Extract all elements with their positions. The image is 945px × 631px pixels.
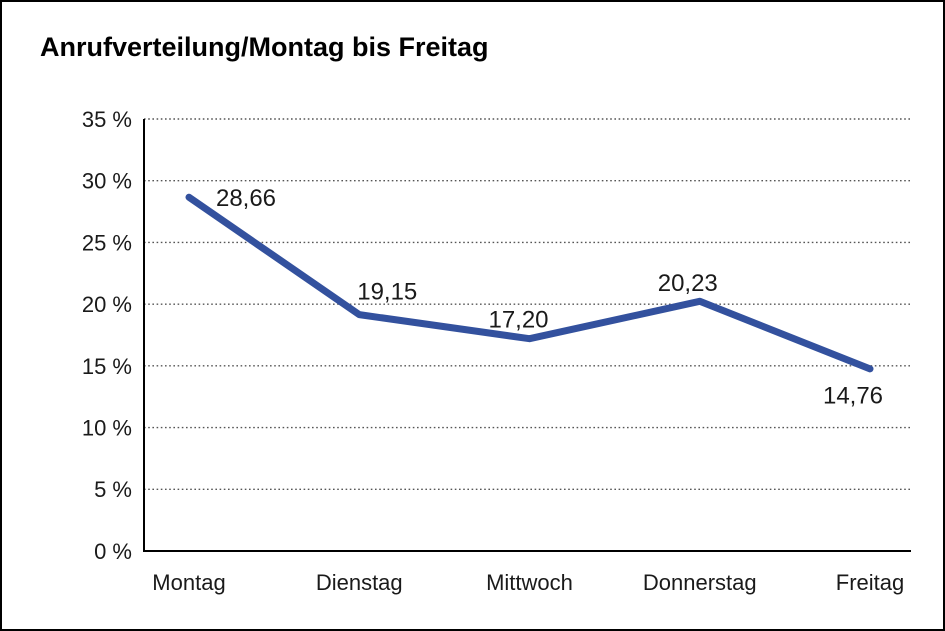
y-tick-label: 35 % [82, 107, 132, 132]
y-tick-label: 10 % [82, 415, 132, 440]
x-category-label: Montag [152, 570, 225, 595]
x-category-label: Dienstag [316, 570, 403, 595]
y-tick-label: 15 % [82, 354, 132, 379]
chart-title: Anrufverteilung/Montag bis Freitag [40, 32, 489, 62]
x-category-label: Mittwoch [486, 570, 573, 595]
data-value-label: 20,23 [658, 270, 718, 297]
data-line [185, 193, 874, 373]
x-category-label: Donnerstag [643, 570, 757, 595]
y-tick-label: 25 % [82, 230, 132, 255]
data-value-label: 14,76 [823, 382, 883, 409]
y-tick-label: 5 % [94, 477, 132, 502]
data-value-label: 17,20 [488, 306, 548, 333]
data-value-label: 28,66 [216, 185, 276, 212]
x-category-label: Freitag [836, 570, 904, 595]
data-value-label: 19,15 [357, 278, 417, 305]
y-tick-label: 0 % [94, 539, 132, 564]
y-tick-label: 30 % [82, 169, 132, 194]
y-tick-label: 20 % [82, 292, 132, 317]
